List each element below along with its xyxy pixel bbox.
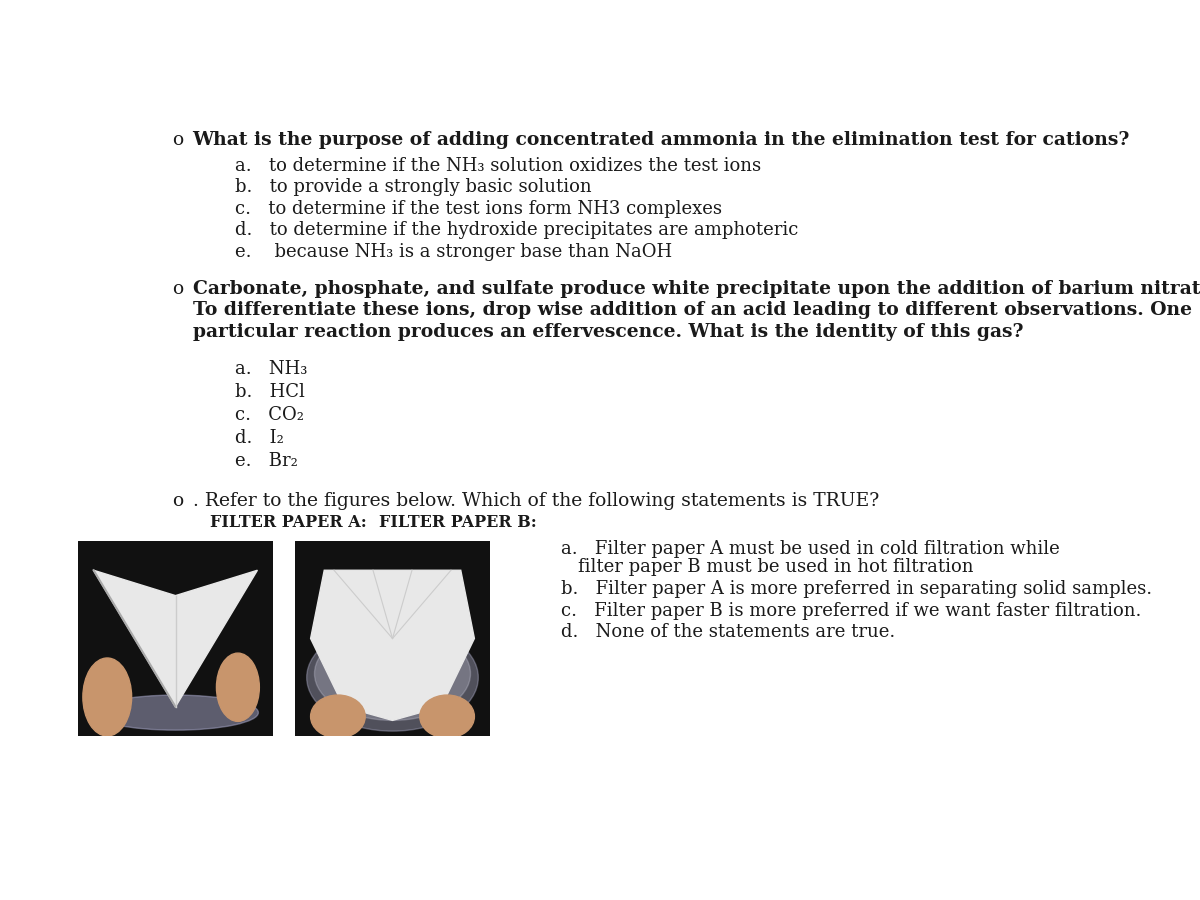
Text: d.   None of the statements are true.: d. None of the statements are true. — [560, 623, 895, 641]
Text: a.   NH₃: a. NH₃ — [235, 360, 307, 378]
Text: . Refer to the figures below. Which of the following statements is TRUE?: . Refer to the figures below. Which of t… — [193, 492, 878, 510]
Ellipse shape — [83, 658, 132, 736]
Text: d.   to determine if the hydroxide precipitates are amphoteric: d. to determine if the hydroxide precipi… — [235, 221, 799, 239]
Text: e.   Br₂: e. Br₂ — [235, 452, 298, 470]
Text: o: o — [172, 280, 182, 298]
Text: c.   to determine if the test ions form NH3 complexes: c. to determine if the test ions form NH… — [235, 200, 722, 218]
Ellipse shape — [216, 653, 259, 722]
Polygon shape — [311, 571, 474, 720]
Text: FILTER PAPER B:: FILTER PAPER B: — [379, 514, 536, 531]
Text: particular reaction produces an effervescence. What is the identity of this gas?: particular reaction produces an efferves… — [193, 323, 1024, 341]
Text: e.    because NH₃ is a stronger base than NaOH: e. because NH₃ is a stronger base than N… — [235, 243, 672, 261]
Text: c.   Filter paper B is more preferred if we want faster filtration.: c. Filter paper B is more preferred if w… — [560, 601, 1141, 619]
Text: Carbonate, phosphate, and sulfate produce white precipitate upon the addition of: Carbonate, phosphate, and sulfate produc… — [193, 280, 1200, 298]
Ellipse shape — [314, 626, 470, 720]
Text: d.   I₂: d. I₂ — [235, 429, 284, 447]
Text: What is the purpose of adding concentrated ammonia in the elimination test for c: What is the purpose of adding concentrat… — [193, 131, 1130, 149]
Text: c.   CO₂: c. CO₂ — [235, 406, 305, 424]
Text: o: o — [172, 131, 182, 149]
Text: o: o — [172, 492, 182, 510]
Ellipse shape — [307, 624, 479, 731]
Text: a.   Filter paper A must be used in cold filtration while: a. Filter paper A must be used in cold f… — [560, 540, 1060, 558]
Text: To differentiate these ions, drop wise addition of an acid leading to different : To differentiate these ions, drop wise a… — [193, 302, 1192, 319]
Ellipse shape — [420, 695, 474, 738]
Ellipse shape — [311, 695, 365, 738]
Ellipse shape — [92, 695, 258, 730]
Text: FILTER PAPER A:: FILTER PAPER A: — [210, 514, 367, 531]
Text: b.   to provide a strongly basic solution: b. to provide a strongly basic solution — [235, 178, 592, 196]
Text: filter paper B must be used in hot filtration: filter paper B must be used in hot filtr… — [578, 558, 973, 577]
Text: b.   Filter paper A is more preferred in separating solid samples.: b. Filter paper A is more preferred in s… — [560, 580, 1152, 598]
Text: a.   to determine if the NH₃ solution oxidizes the test ions: a. to determine if the NH₃ solution oxid… — [235, 157, 761, 175]
Polygon shape — [94, 571, 257, 706]
Text: b.   HCl: b. HCl — [235, 382, 305, 400]
